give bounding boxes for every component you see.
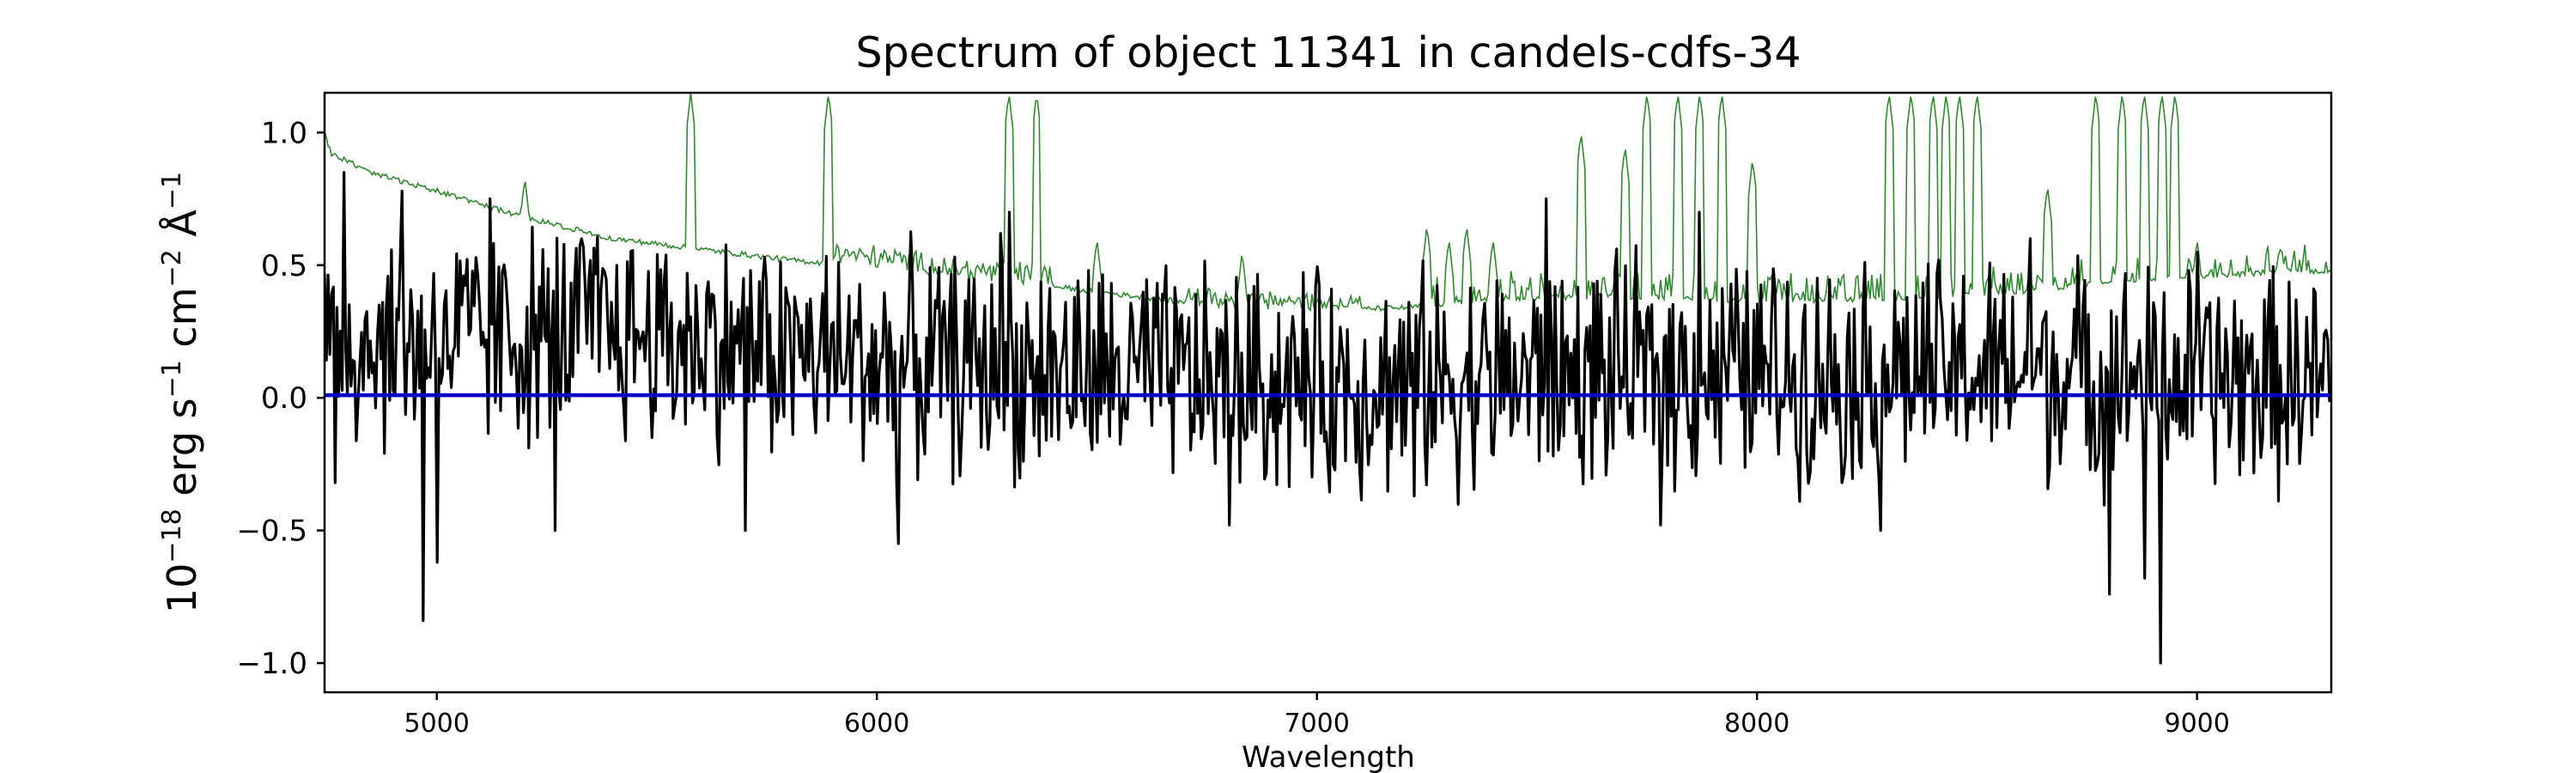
x-tick-label: 7000 xyxy=(1285,709,1350,739)
y-tick-label: 0.5 xyxy=(261,249,307,283)
axes-frame xyxy=(323,91,2333,694)
y-label-unit2: cm xyxy=(159,287,205,360)
y-label-unit1: erg s xyxy=(159,398,205,508)
y-axis-label: 10−18 erg s−1 cm−2 Å−1 xyxy=(157,172,205,613)
x-tick-label: 6000 xyxy=(844,709,909,739)
x-tick-label: 9000 xyxy=(2165,709,2230,739)
y-tick-label: −1.0 xyxy=(236,647,307,681)
y-axis: −1.0 −0.5 0.0 0.5 1.0 xyxy=(236,116,325,681)
y-label-exp2: −2 xyxy=(157,249,187,287)
y-tick-label: −0.5 xyxy=(236,514,307,549)
flux-spectrum-line xyxy=(325,171,2331,665)
error-spectrum-line xyxy=(325,93,2331,313)
x-axis-label: Wavelength xyxy=(1242,740,1415,773)
x-tick-label: 8000 xyxy=(1724,709,1789,739)
plot-area xyxy=(325,93,2331,665)
x-axis: 5000 6000 7000 8000 9000 xyxy=(404,692,2230,739)
y-label-exp3: −1 xyxy=(157,172,187,210)
y-label-exp1: −1 xyxy=(157,360,187,398)
y-tick-label: 1.0 xyxy=(261,116,307,150)
y-tick-label: 0.0 xyxy=(261,381,307,416)
y-label-unit3: Å xyxy=(159,210,205,250)
x-tick-label: 5000 xyxy=(404,709,470,739)
chart-title: Spectrum of object 11341 in candels-cdfs… xyxy=(855,28,1801,77)
y-label-base: 10 xyxy=(159,563,205,614)
y-label-exp: −18 xyxy=(157,508,187,563)
